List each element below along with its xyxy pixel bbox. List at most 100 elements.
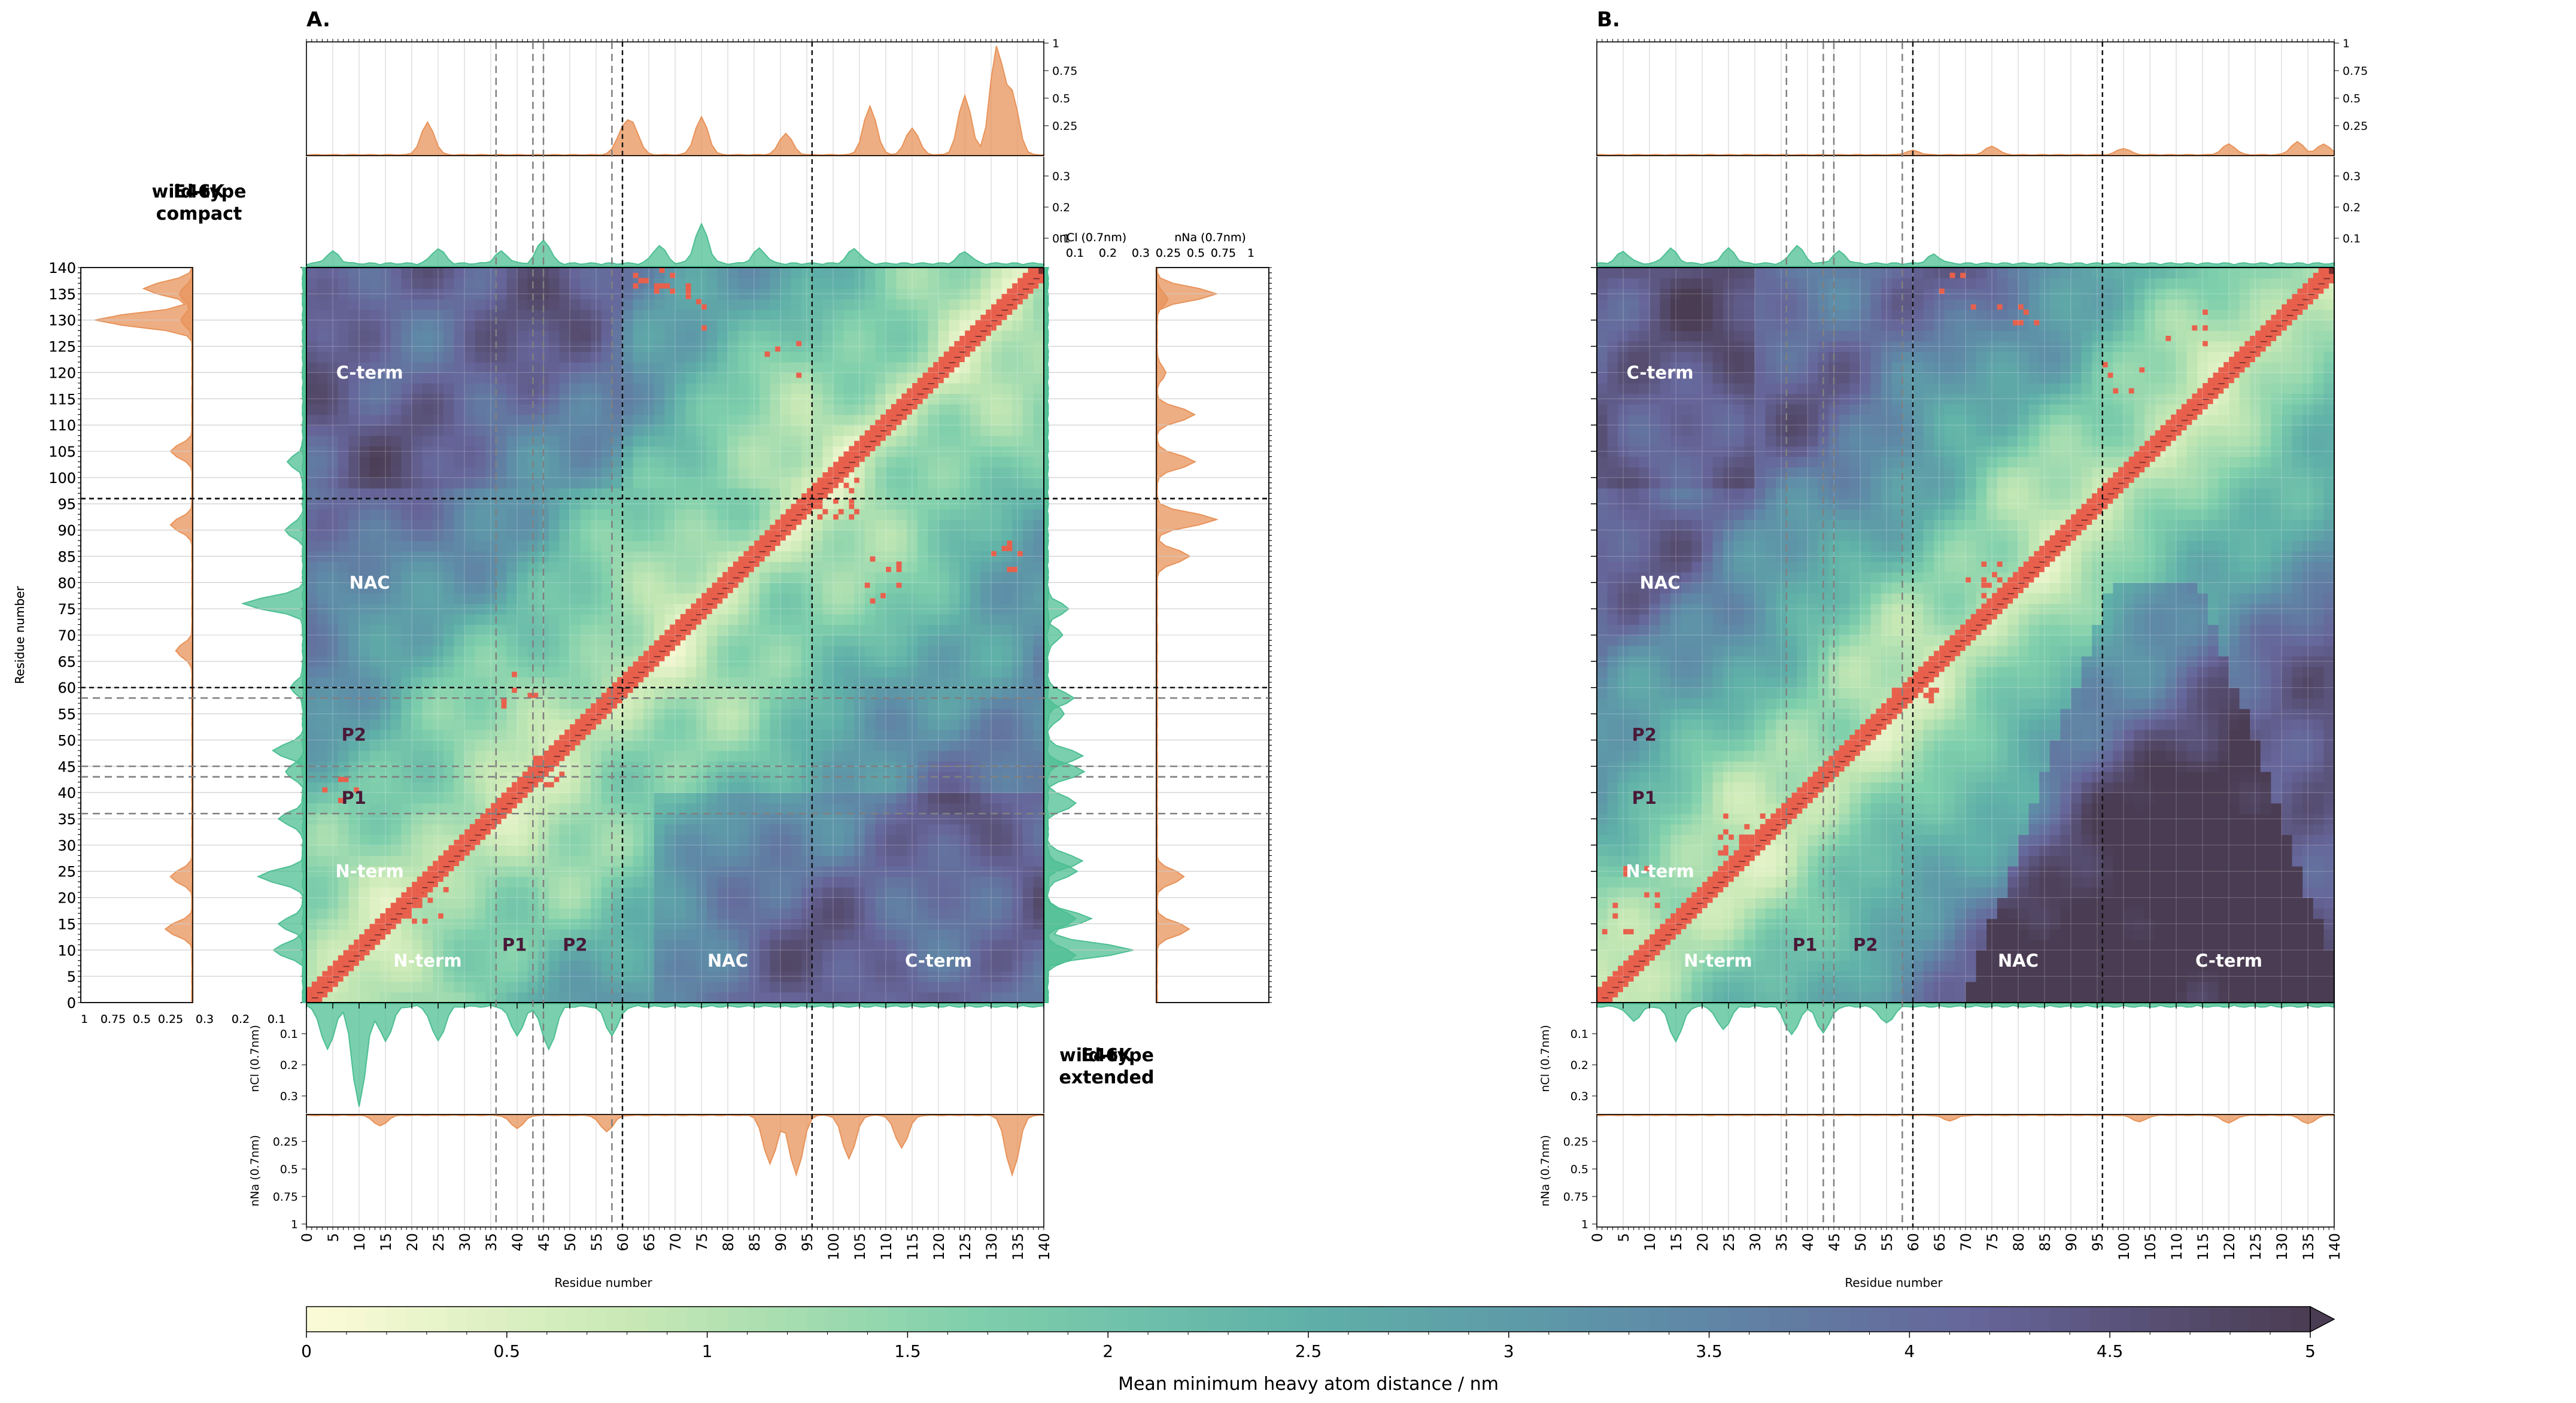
heatmap-cell [686,309,697,320]
heatmap-cell [770,488,780,499]
heatmap-cell [464,751,475,761]
heatmap-cell [612,940,622,950]
heatmap-cell [664,582,675,593]
heatmap-cell [454,719,464,730]
heatmap-cell [886,677,897,688]
heatmap-cell [717,425,728,436]
heatmap-cell [1033,572,1044,583]
heatmap-cell [928,667,938,678]
heatmap-cell [918,898,928,909]
heatmap-cell [938,614,949,625]
heatmap-cell [686,719,697,730]
heatmap-cell [886,330,897,341]
heatmap-cell [401,561,412,572]
heatmap-cell [570,415,581,426]
heatmap-cell [918,425,928,436]
heatmap-cell [391,646,402,657]
heatmap-cell [359,383,370,394]
heatmap-cell [475,877,486,888]
heatmap-cell [506,268,517,278]
heatmap-cell [865,688,876,699]
heatmap-cell [1002,362,1013,373]
heatmap-cell [654,351,665,362]
heatmap-cell [739,467,749,478]
heatmap-cell [559,488,570,499]
heatmap-cell [443,908,454,919]
heatmap-cell [791,961,802,971]
heatmap-cell [612,782,622,793]
heatmap-cell [654,824,665,835]
heatmap-cell [980,509,991,520]
heatmap-cell [423,908,433,919]
heatmap-cell [412,540,423,551]
heatmap-cell [622,530,633,541]
heatmap-cell [443,677,454,688]
heatmap-cell [949,278,960,289]
heatmap-cell [370,593,381,604]
heatmap-cell [391,824,402,835]
heatmap-cell [602,488,612,499]
heatmap-cell [1002,351,1013,362]
heatmap-cell [570,982,581,992]
heatmap-cell [707,383,718,394]
heatmap-cell [1023,887,1034,898]
heatmap-cell [970,782,981,793]
heatmap-cell [780,362,791,373]
heatmap-cell [496,278,507,289]
heatmap-cell [581,625,591,636]
heatmap-cell [423,593,433,604]
heatmap-cell [791,730,802,740]
heatmap-cell [980,362,991,373]
heatmap-cell [780,330,791,341]
heatmap-cell [549,688,560,699]
heatmap-cell [517,961,528,971]
heatmap-cell [844,855,855,866]
heatmap-cell [1023,572,1034,583]
heatmap-cell [496,330,507,341]
heatmap-cell [581,582,591,593]
heatmap-cell [506,593,517,604]
heatmap-cell [412,677,423,688]
heatmap-cell [970,415,981,426]
heatmap-cell [991,488,1002,499]
heatmap-cell [664,782,675,793]
heatmap-cell [570,561,581,572]
heatmap-cell [675,751,686,761]
heatmap-cell [991,351,1002,362]
heatmap-cell [506,677,517,688]
heatmap-cell [949,593,960,604]
heatmap-cell [359,751,370,761]
heatmap-cell [707,908,718,919]
heatmap-cell [791,719,802,730]
heatmap-cell [391,625,402,636]
heatmap-cell [412,415,423,426]
heatmap-cell [654,950,665,961]
heatmap-cell [928,834,938,845]
heatmap-cell [707,268,718,278]
heatmap-cell [391,667,402,678]
heatmap-cell [664,530,675,541]
heatmap-cell [581,372,591,383]
heatmap-cell [664,436,675,447]
heatmap-cell [918,688,928,699]
heatmap-cell [833,982,844,992]
heatmap-cell [654,698,665,709]
heatmap-cell [338,540,349,551]
heatmap-cell [980,614,991,625]
heatmap-cell [865,992,876,1003]
heatmap-cell [654,457,665,467]
heatmap-cell [875,467,886,478]
heatmap-cell [980,635,991,646]
heatmap-cell [675,688,686,699]
heatmap-cell [844,719,855,730]
heatmap-cell [707,719,718,730]
heatmap-cell [602,330,612,341]
heatmap-cell [1033,887,1044,898]
heatmap-cell [938,803,949,814]
heatmap-cell [728,362,739,373]
heatmap-cell [991,278,1002,289]
heatmap-cell [949,561,960,572]
heatmap-cell [780,268,791,278]
heatmap-cell [897,625,907,636]
heatmap-cell [812,719,823,730]
